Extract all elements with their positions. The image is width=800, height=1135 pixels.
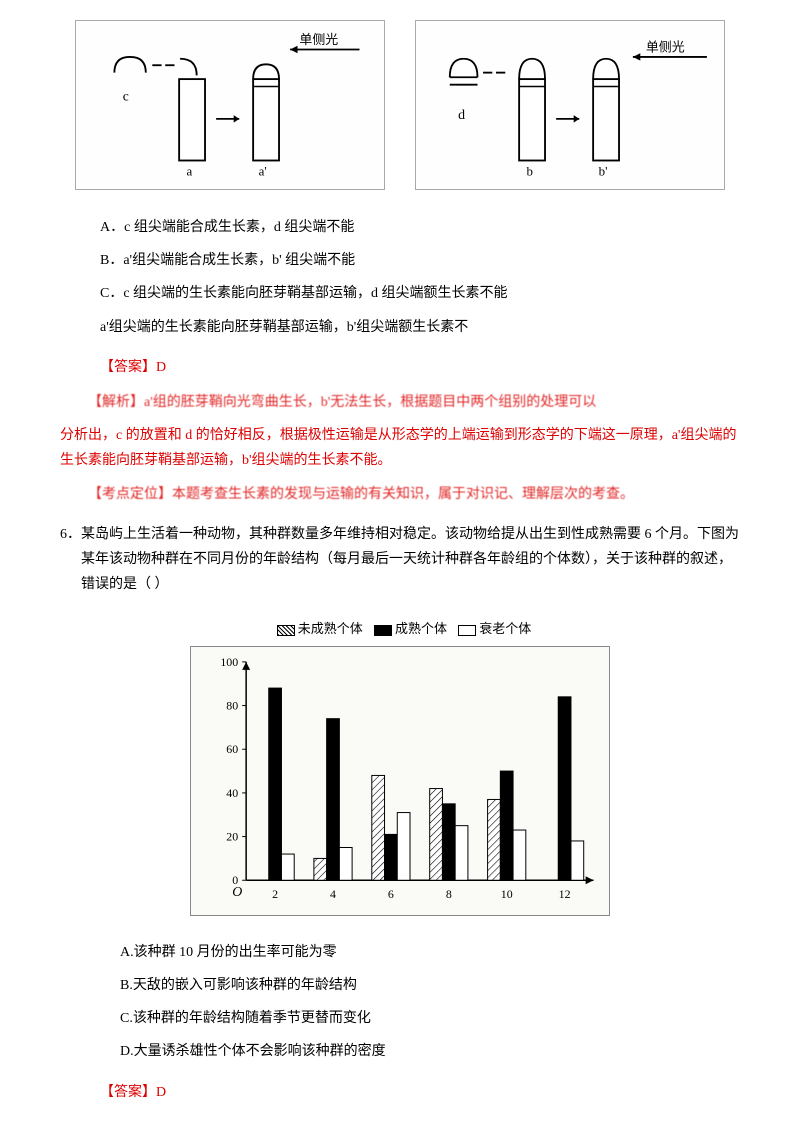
q5-explain-3: 【考点定位】本题考查生长素的发现与运输的有关知识，属于对识记、理解层次的考查。 bbox=[60, 482, 740, 507]
q6-options: A.该种群 10 月份的出生率可能为零 B.天敌的嵌入可影响该种群的年龄结构 C… bbox=[120, 940, 740, 1065]
q5-opt-a: A．c 组尖端能合成生长素，d 组尖端不能 bbox=[100, 215, 740, 240]
svg-text:2: 2 bbox=[272, 887, 278, 901]
label-c: c bbox=[123, 89, 129, 104]
legend: 未成熟个体 成熟个体 衰老个体 bbox=[60, 617, 740, 640]
svg-text:100: 100 bbox=[220, 654, 238, 668]
q5-explain-2: 分析出，c 的放置和 d 的恰好相反，根据极性运输是从形态学的上端运输到形态学的… bbox=[60, 423, 740, 473]
bar-chart: 020406080100 O24681012 bbox=[190, 646, 610, 916]
svg-text:12: 12 bbox=[559, 887, 571, 901]
q5-options: A．c 组尖端能合成生长素，d 组尖端不能 B．a'组尖端能合成生长素，b' 组… bbox=[100, 215, 740, 340]
q6-num: 6． bbox=[60, 527, 81, 542]
svg-text:60: 60 bbox=[226, 742, 238, 756]
label-light-1: 单侧光 bbox=[299, 32, 338, 47]
q5-answer: 【答案】D bbox=[100, 355, 740, 380]
diagram-box-left: c a a' 单侧光 bbox=[75, 20, 385, 190]
q5-explain-1: 【解析】a'组的胚芽鞘向光弯曲生长，b'无法生长，根据题目中两个组别的处理可以 bbox=[60, 390, 740, 415]
svg-text:20: 20 bbox=[226, 829, 238, 843]
label-d: d bbox=[458, 108, 465, 123]
label-b: b bbox=[527, 163, 533, 178]
q6-opt-c: C.该种群的年龄结构随着季节更替而变化 bbox=[120, 1006, 740, 1031]
label-bp: b' bbox=[599, 163, 608, 178]
legend-3: 衰老个体 bbox=[479, 621, 531, 636]
legend-1: 未成熟个体 bbox=[298, 621, 363, 636]
label-ap: a' bbox=[259, 163, 267, 178]
q6-opt-d: D.大量诱杀雄性个体不会影响该种群的密度 bbox=[120, 1039, 740, 1064]
q6-body: 某岛屿上生活着一种动物，其种群数量多年维持相对稳定。该动物给提从出生到性成熟需要… bbox=[81, 527, 739, 592]
label-a: a bbox=[187, 163, 193, 178]
svg-text:80: 80 bbox=[226, 698, 238, 712]
svg-text:8: 8 bbox=[446, 887, 452, 901]
svg-text:O: O bbox=[232, 885, 242, 900]
legend-empty-icon bbox=[458, 625, 476, 636]
q6-answer: 【答案】D bbox=[100, 1080, 740, 1105]
q6-text: 6．某岛屿上生活着一种动物，其种群数量多年维持相对稳定。该动物给提从出生到性成熟… bbox=[60, 522, 740, 598]
label-light-2: 单侧光 bbox=[646, 39, 685, 54]
legend-solid-icon bbox=[374, 625, 392, 636]
chart-wrap: 未成熟个体 成熟个体 衰老个体 020406080100 O24681012 bbox=[60, 617, 740, 925]
coleoptile-svg-d: d b b' 单侧光 bbox=[431, 31, 709, 179]
diagram-row: c a a' 单侧光 d bbox=[60, 20, 740, 190]
diagram-box-right: d b b' 单侧光 bbox=[415, 20, 725, 190]
q6-block: 6．某岛屿上生活着一种动物，其种群数量多年维持相对稳定。该动物给提从出生到性成熟… bbox=[60, 522, 740, 598]
q6-opt-b: B.天敌的嵌入可影响该种群的年龄结构 bbox=[120, 973, 740, 998]
q5-opt-b: B．a'组尖端能合成生长素，b' 组尖端不能 bbox=[100, 248, 740, 273]
q5-opt-d: a'组尖端的生长素能向胚芽鞘基部运输，b'组尖端额生长素不 bbox=[100, 315, 740, 340]
svg-text:40: 40 bbox=[226, 786, 238, 800]
legend-2: 成熟个体 bbox=[395, 621, 447, 636]
svg-text:10: 10 bbox=[501, 887, 513, 901]
coleoptile-svg-c: c a a' 单侧光 bbox=[91, 31, 369, 179]
svg-text:6: 6 bbox=[388, 887, 394, 901]
q5-opt-c: C．c 组尖端的生长素能向胚芽鞘基部运输，d 组尖端额生长素不能 bbox=[100, 281, 740, 306]
q6-opt-a: A.该种群 10 月份的出生率可能为零 bbox=[120, 940, 740, 965]
svg-text:4: 4 bbox=[330, 887, 336, 901]
legend-hatch-icon bbox=[277, 625, 295, 636]
